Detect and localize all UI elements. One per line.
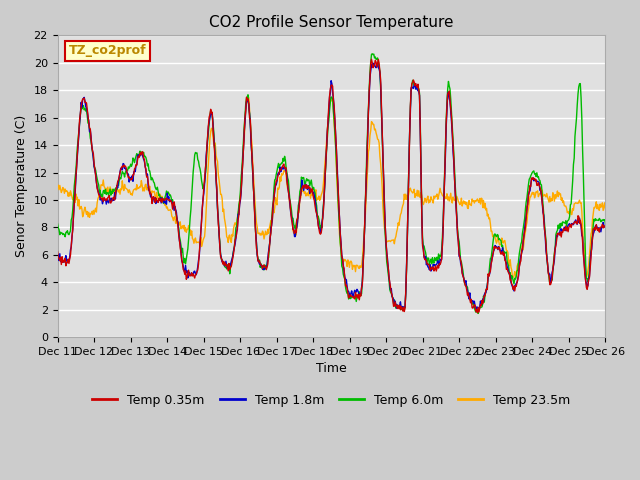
Title: CO2 Profile Sensor Temperature: CO2 Profile Sensor Temperature (209, 15, 454, 30)
Y-axis label: Senor Temperature (C): Senor Temperature (C) (15, 115, 28, 257)
X-axis label: Time: Time (316, 362, 347, 375)
Legend: Temp 0.35m, Temp 1.8m, Temp 6.0m, Temp 23.5m: Temp 0.35m, Temp 1.8m, Temp 6.0m, Temp 2… (87, 389, 575, 412)
Text: TZ_co2prof: TZ_co2prof (68, 44, 146, 58)
